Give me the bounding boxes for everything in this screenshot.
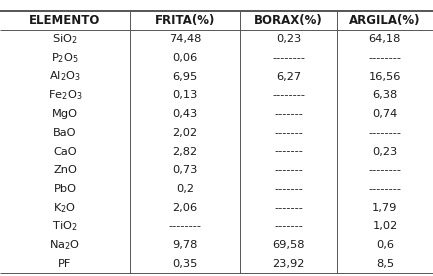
Text: 2,02: 2,02 xyxy=(172,128,198,138)
Text: 6,95: 6,95 xyxy=(172,71,198,82)
Text: PbO: PbO xyxy=(53,184,77,194)
Text: Al$_2$O$_3$: Al$_2$O$_3$ xyxy=(49,70,81,83)
Text: 0,74: 0,74 xyxy=(372,109,397,119)
Text: 0,06: 0,06 xyxy=(172,53,198,63)
Text: 74,48: 74,48 xyxy=(169,34,201,44)
Text: TiO$_2$: TiO$_2$ xyxy=(52,219,78,233)
Text: 6,27: 6,27 xyxy=(276,71,301,82)
Text: -------: ------- xyxy=(274,221,303,231)
Text: ARGILA(%): ARGILA(%) xyxy=(349,14,421,27)
Text: 0,73: 0,73 xyxy=(172,165,198,175)
Text: 23,92: 23,92 xyxy=(272,259,305,269)
Text: -------: ------- xyxy=(274,165,303,175)
Text: 0,23: 0,23 xyxy=(276,34,301,44)
Text: --------: -------- xyxy=(368,53,401,63)
Text: 9,78: 9,78 xyxy=(172,240,198,250)
Text: PF: PF xyxy=(58,259,71,269)
Text: 2,82: 2,82 xyxy=(172,147,198,156)
Text: --------: -------- xyxy=(272,90,305,100)
Text: Na$_2$O: Na$_2$O xyxy=(49,238,81,252)
Text: BaO: BaO xyxy=(53,128,77,138)
Text: --------: -------- xyxy=(368,184,401,194)
Text: -------: ------- xyxy=(274,203,303,213)
Text: ELEMENTO: ELEMENTO xyxy=(29,14,100,27)
Text: FRITA(%): FRITA(%) xyxy=(155,14,215,27)
Text: ZnO: ZnO xyxy=(53,165,77,175)
Text: 0,23: 0,23 xyxy=(372,147,397,156)
Text: P$_2$O$_5$: P$_2$O$_5$ xyxy=(51,51,79,65)
Text: 0,43: 0,43 xyxy=(172,109,198,119)
Text: -------: ------- xyxy=(274,128,303,138)
Text: SiO$_2$: SiO$_2$ xyxy=(52,32,78,46)
Text: BORAX(%): BORAX(%) xyxy=(254,14,323,27)
Text: --------: -------- xyxy=(272,53,305,63)
Text: 1,02: 1,02 xyxy=(372,221,397,231)
Text: 0,2: 0,2 xyxy=(176,184,194,194)
Text: 0,13: 0,13 xyxy=(172,90,198,100)
Text: 16,56: 16,56 xyxy=(369,71,401,82)
Text: --------: -------- xyxy=(368,128,401,138)
Text: 2,06: 2,06 xyxy=(172,203,198,213)
Text: -------: ------- xyxy=(274,184,303,194)
Text: --------: -------- xyxy=(368,165,401,175)
Text: K$_2$O: K$_2$O xyxy=(53,201,77,215)
Text: Fe$_2$O$_3$: Fe$_2$O$_3$ xyxy=(48,88,82,102)
Text: -------: ------- xyxy=(274,147,303,156)
Text: 0,35: 0,35 xyxy=(172,259,198,269)
Text: CaO: CaO xyxy=(53,147,77,156)
Text: --------: -------- xyxy=(168,221,202,231)
Text: 64,18: 64,18 xyxy=(369,34,401,44)
Text: MgO: MgO xyxy=(52,109,78,119)
Text: 0,6: 0,6 xyxy=(376,240,394,250)
Text: 8,5: 8,5 xyxy=(376,259,394,269)
Text: 69,58: 69,58 xyxy=(272,240,305,250)
Text: -------: ------- xyxy=(274,109,303,119)
Text: 1,79: 1,79 xyxy=(372,203,397,213)
Text: 6,38: 6,38 xyxy=(372,90,397,100)
